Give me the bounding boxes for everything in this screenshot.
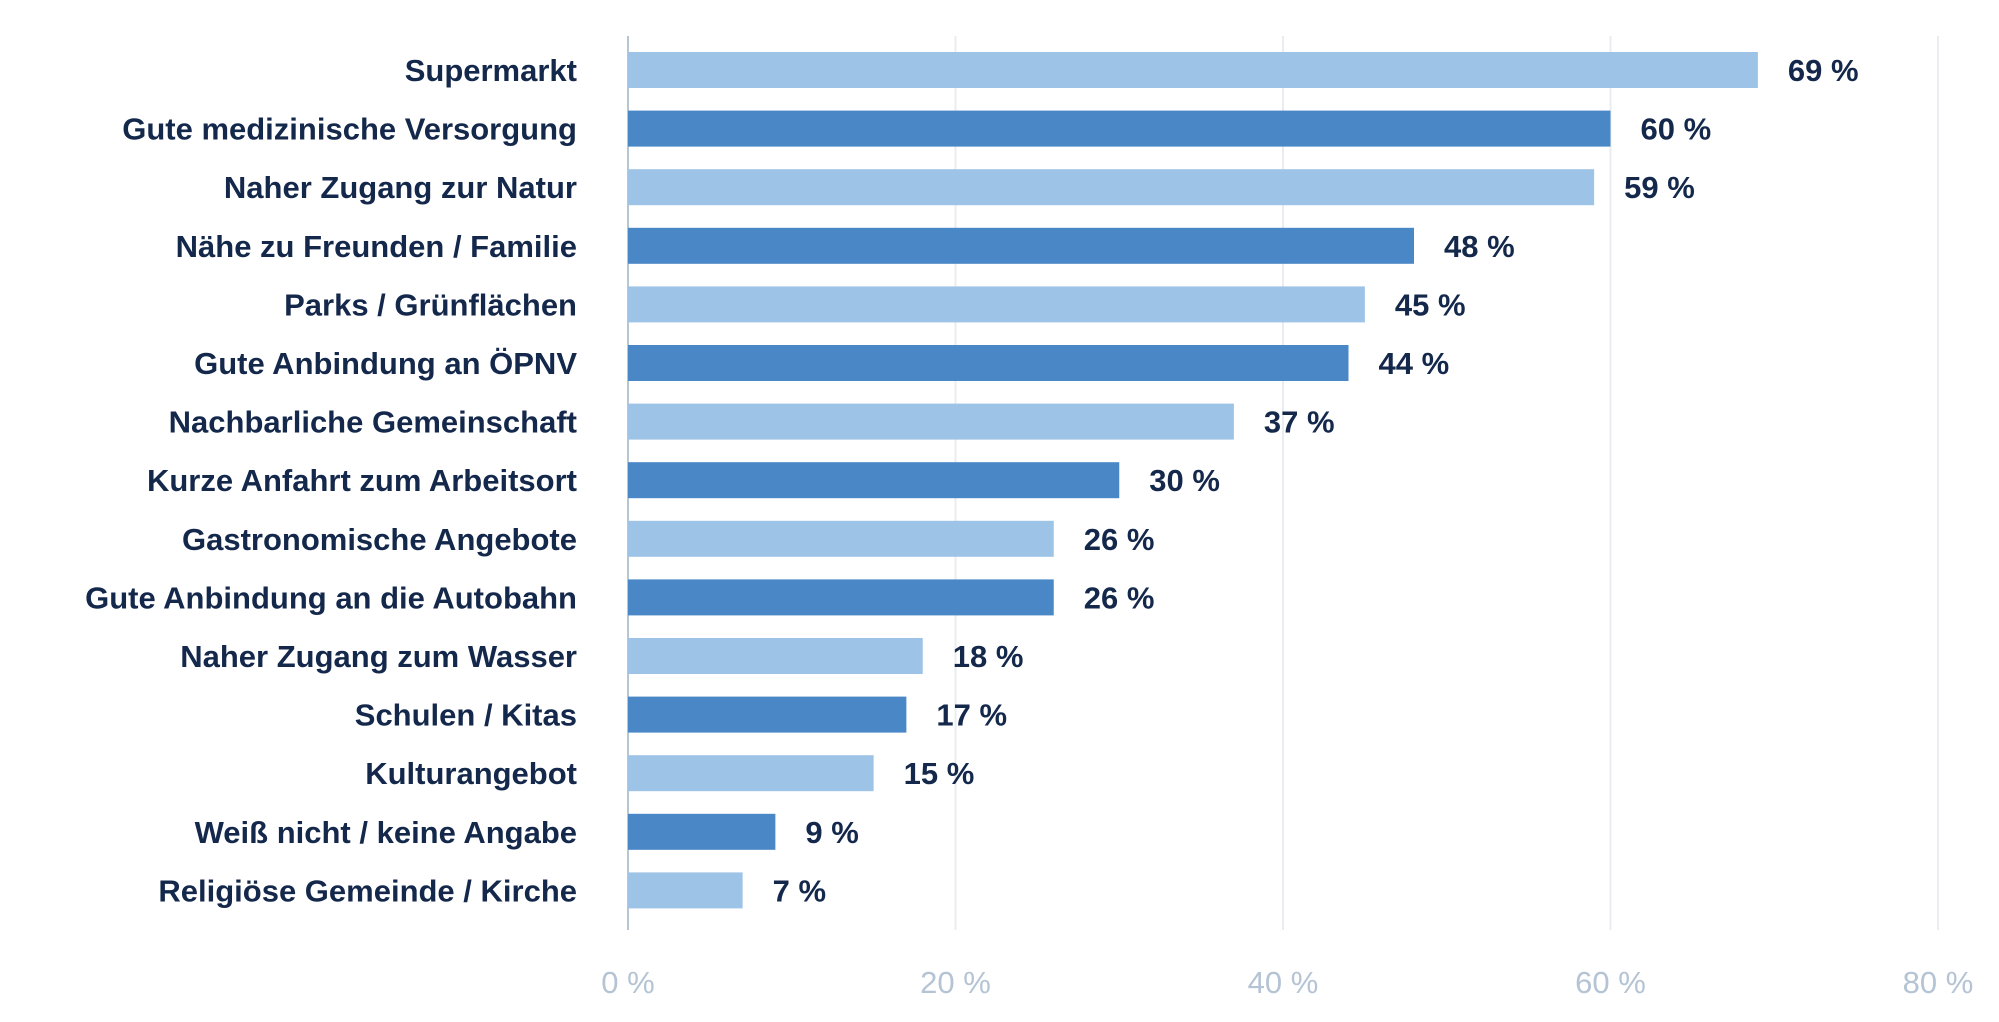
category-label: Gute Anbindung an die Autobahn	[85, 580, 577, 615]
bar	[628, 755, 874, 792]
category-label: Nachbarliche Gemeinschaft	[169, 405, 577, 440]
category-label: Parks / Grünflächen	[284, 287, 577, 322]
bar	[628, 579, 1054, 616]
x-tick-label: 20 %	[920, 965, 991, 1000]
bar	[628, 872, 743, 909]
value-label: 26 %	[1084, 580, 1155, 615]
category-label: Supermarkt	[405, 53, 577, 88]
category-label: Naher Zugang zum Wasser	[180, 639, 577, 674]
value-label: 18 %	[953, 639, 1024, 674]
value-label: 17 %	[936, 698, 1007, 733]
category-label: Schulen / Kitas	[355, 698, 577, 733]
bar	[628, 462, 1120, 499]
category-label: Kulturangebot	[365, 756, 577, 791]
category-label: Kurze Anfahrt zum Arbeitsort	[147, 463, 577, 498]
category-label: Weiß nicht / keine Angabe	[195, 815, 577, 850]
value-label: 37 %	[1264, 405, 1335, 440]
category-label: Nähe zu Freunden / Familie	[176, 229, 577, 264]
value-label: 44 %	[1379, 346, 1450, 381]
bar	[628, 110, 1611, 147]
value-label: 48 %	[1444, 229, 1515, 264]
x-tick-label: 0 %	[601, 965, 654, 1000]
value-label: 60 %	[1641, 112, 1712, 147]
value-label: 15 %	[904, 756, 975, 791]
bar	[628, 345, 1349, 381]
value-label: 59 %	[1624, 170, 1695, 205]
value-label: 26 %	[1084, 522, 1155, 557]
bar	[628, 520, 1054, 557]
value-label: 9 %	[805, 815, 858, 850]
x-tick-label: 80 %	[1903, 965, 1974, 1000]
value-label: 69 %	[1788, 53, 1859, 88]
bar	[628, 638, 923, 674]
category-label: Gastronomische Angebote	[182, 522, 577, 557]
x-tick-label: 60 %	[1575, 965, 1646, 1000]
bar	[628, 169, 1595, 206]
value-label: 30 %	[1149, 463, 1220, 498]
bar	[628, 227, 1414, 264]
bar	[628, 286, 1365, 323]
category-label: Naher Zugang zur Natur	[224, 170, 577, 205]
category-label: Gute Anbindung an ÖPNV	[194, 346, 577, 381]
value-label: 7 %	[773, 873, 826, 908]
bar	[628, 52, 1758, 88]
x-tick-label: 40 %	[1248, 965, 1319, 1000]
bar	[628, 696, 907, 733]
bar	[628, 813, 776, 850]
category-label: Gute medizinische Versorgung	[122, 112, 577, 147]
value-label: 45 %	[1395, 287, 1466, 322]
bar	[628, 403, 1234, 440]
category-label: Religiöse Gemeinde / Kirche	[158, 873, 577, 908]
